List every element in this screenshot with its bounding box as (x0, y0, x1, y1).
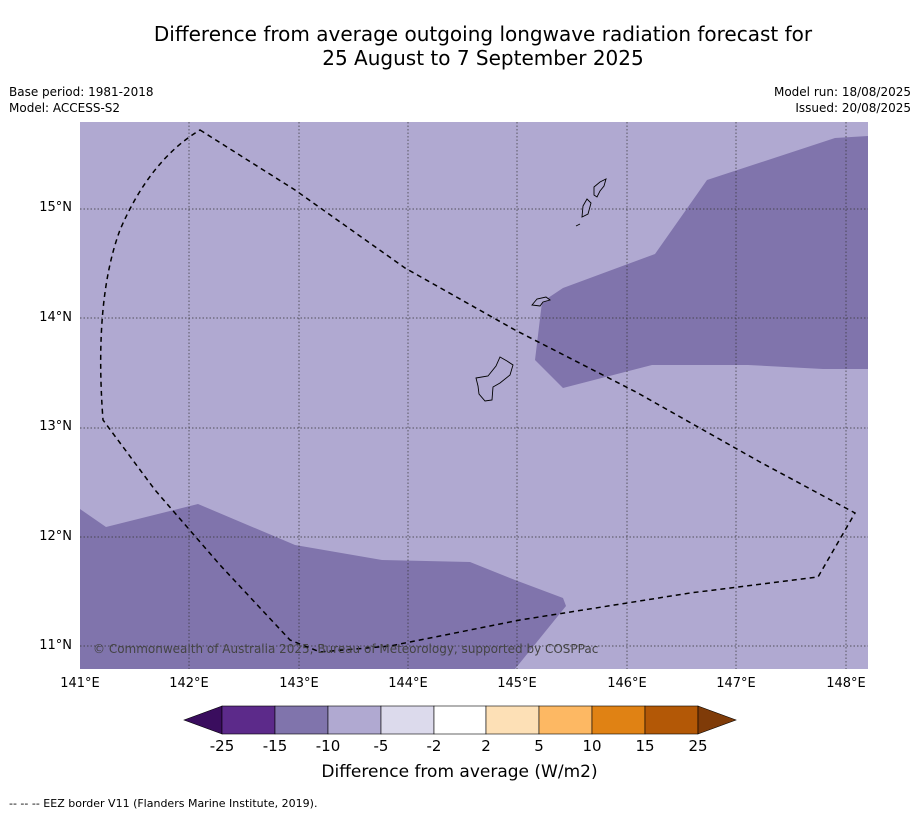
lat-label-14n: 14°N (39, 310, 72, 325)
colorbar-tick: 10 (582, 737, 602, 755)
title-line-2: 25 August to 7 September 2025 (322, 46, 644, 70)
colorbar-extend-high (697, 705, 737, 735)
tinian-island (581, 198, 592, 218)
lon-label-144e: 144°E (388, 676, 428, 691)
map-title: Difference from average outgoing longwav… (0, 22, 919, 70)
colorbar-bin-p5-p10 (538, 705, 593, 735)
map-gridlines (80, 122, 868, 669)
colorbar-bin-p10-p15 (591, 705, 646, 735)
saipan-island (593, 178, 607, 198)
islands (475, 178, 607, 402)
lat-label-12n: 12°N (39, 529, 72, 544)
eez-footnote: -- -- -- EEZ border V11 (Flanders Marine… (9, 797, 318, 810)
colorbar-tick: -25 (209, 737, 235, 755)
lat-label-11n: 11°N (39, 638, 72, 653)
colorbar-bin-p2-p5 (485, 705, 540, 735)
colorbar-bin-m5-m2 (380, 705, 435, 735)
aguijan-island (575, 223, 581, 227)
lon-label-146e: 146°E (607, 676, 647, 691)
eez-border (99, 129, 857, 653)
anomaly-region-south (80, 504, 566, 669)
lon-label-148e: 148°E (826, 676, 866, 691)
colorbar-tick: 5 (534, 737, 544, 755)
colorbar-title: Difference from average (W/m2) (321, 762, 598, 782)
colorbar-tick: -2 (426, 737, 442, 755)
colorbar-tick: 15 (635, 737, 655, 755)
colorbar-tick: -5 (373, 737, 389, 755)
lat-label-15n: 15°N (39, 200, 72, 215)
colorbar-tick: -10 (315, 737, 341, 755)
rota-island (531, 296, 551, 307)
lon-label-147e: 147°E (716, 676, 756, 691)
base-period: Base period: 1981-2018 (9, 85, 154, 99)
model-name: Model: ACCESS-S2 (9, 101, 121, 115)
colorbar-tick: -15 (262, 737, 288, 755)
meta-right: Model run: 18/08/2025 Issued: 20/08/2025 (774, 84, 911, 116)
issued-date: Issued: 20/08/2025 (795, 101, 911, 115)
lon-label-145e: 145°E (497, 676, 537, 691)
meta-left: Base period: 1981-2018 Model: ACCESS-S2 (9, 84, 154, 116)
copyright-notice: © Commonwealth of Australia 2025, Bureau… (93, 642, 599, 656)
colorbar-bin-m10-m5 (327, 705, 382, 735)
model-run: Model run: 18/08/2025 (773, 85, 911, 99)
guam-island (475, 356, 514, 402)
colorbar-bin-p15-p25 (644, 705, 699, 735)
colorbar (183, 705, 737, 735)
lon-label-142e: 142°E (169, 676, 209, 691)
lon-label-141e: 141°E (60, 676, 100, 691)
colorbar-extend-low (183, 705, 223, 735)
colorbar-tick: 25 (688, 737, 708, 755)
colorbar-bin-m25-m15 (221, 705, 276, 735)
colorbar-tick: 2 (481, 737, 491, 755)
lon-label-143e: 143°E (279, 676, 319, 691)
lat-label-13n: 13°N (39, 419, 72, 434)
anomaly-region-east (535, 136, 868, 388)
title-line-1: Difference from average outgoing longwav… (153, 22, 813, 46)
colorbar-bin-m2-p2 (433, 705, 487, 735)
colorbar-bin-m15-m10 (274, 705, 329, 735)
